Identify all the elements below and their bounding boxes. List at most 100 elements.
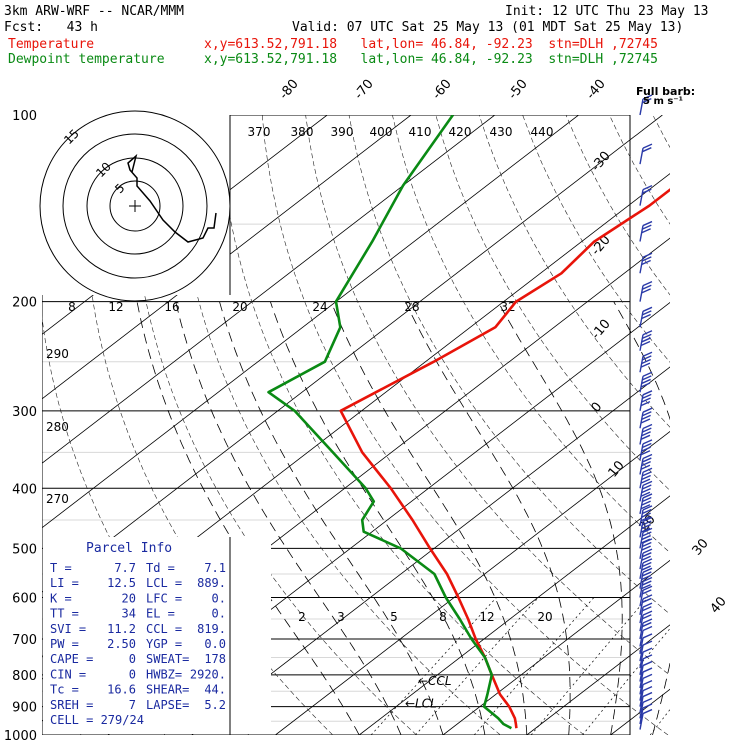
parcel-row-value2: 2920. <box>190 667 226 681</box>
wind-barb-flag <box>641 555 651 561</box>
wind-barb-flag <box>642 589 652 595</box>
pressure-label: 700 <box>12 633 37 648</box>
isotherm-label: -40 <box>584 77 609 103</box>
wind-barb <box>639 516 653 538</box>
wind-barb-flag <box>642 407 653 413</box>
wind-barb-flag <box>641 397 651 403</box>
isotherm-label: -70 <box>352 77 377 103</box>
wind-barb-flag <box>642 280 653 287</box>
isotherm-label: -80 <box>277 77 302 103</box>
wind-barb-flag <box>642 480 653 487</box>
wind-barb-staff <box>639 713 644 730</box>
wind-barb-staff <box>639 394 644 411</box>
wind-barb-flag <box>642 618 653 624</box>
isotherm-line <box>526 624 670 735</box>
dry-adiabat-label: 270 <box>46 492 69 506</box>
wind-barb-flag <box>640 418 651 424</box>
wind-barb-staff <box>639 147 644 165</box>
wind-barb-flag <box>642 453 653 460</box>
wind-barb-flag <box>640 478 651 484</box>
parcel-row-label2: CCL = <box>146 622 182 636</box>
wind-barb-flag <box>642 602 653 608</box>
isotherm-label: -60 <box>430 77 455 103</box>
wind-barb-flag <box>641 378 651 385</box>
isotherm-line <box>191 366 670 735</box>
wind-barb-flag <box>642 633 653 639</box>
wind-barb <box>639 351 653 373</box>
wind-barb-flag <box>642 660 653 667</box>
wind-barb-flag <box>642 184 653 191</box>
barb-legend-line1: Full barb: <box>636 85 695 98</box>
wind-barb-flag <box>642 284 652 290</box>
wind-barb-flag <box>642 330 653 336</box>
pressure-label: 200 <box>12 296 37 311</box>
isotherm-line <box>42 115 579 529</box>
wind-barb-staff <box>639 542 644 560</box>
parcel-row-label: T = <box>50 561 72 575</box>
wind-barb-staff <box>639 598 644 615</box>
isotherm-line <box>275 430 670 735</box>
wind-barb-flag <box>640 450 651 456</box>
wind-barb-flag <box>641 487 651 494</box>
dry-adiabat-line <box>522 115 670 363</box>
dry-adiabat-line <box>261 115 669 735</box>
wind-barb-flag <box>640 538 651 544</box>
wind-barb <box>639 667 653 689</box>
wind-barb-flag <box>641 565 651 571</box>
parcel-row-label2: LCL = <box>146 576 182 590</box>
parcel-row-label: CAPE = <box>50 652 93 666</box>
wind-barb-flag <box>642 679 653 686</box>
temperature-location: x,y=613.52,791.18 lat,lon= 46.84, -92.23… <box>204 37 658 52</box>
wind-barb-staff <box>639 581 644 598</box>
wind-barb-flag <box>642 516 653 523</box>
wind-barb-flag <box>641 461 651 467</box>
wind-barb <box>639 625 653 647</box>
wind-barb-flag <box>642 467 653 473</box>
wind-barb-staff <box>639 334 644 351</box>
mixing-ratio-label: 3 <box>337 610 345 624</box>
wind-barb-flag <box>642 606 652 612</box>
wind-barb-staff <box>639 637 644 655</box>
wind-barb-flag <box>640 527 651 533</box>
pressure-label: 400 <box>12 482 37 497</box>
wind-barb-flag <box>641 288 651 294</box>
wind-barb-flag <box>641 545 651 551</box>
wind-barb-staff <box>639 702 644 719</box>
wind-barb-staff <box>639 707 644 725</box>
hodo-ring-20 <box>39 110 231 302</box>
wind-barb-staff <box>639 622 644 640</box>
level-marker-ccl: ←CCL <box>418 674 452 688</box>
wind-barb-flag <box>642 625 653 632</box>
wind-barb-staff <box>639 285 644 302</box>
parcel-row-value2: 7.1 <box>204 561 226 575</box>
dry-adiabat-line <box>696 115 740 735</box>
theta-label: 380 <box>291 125 314 139</box>
wind-barb-staff <box>639 497 644 515</box>
wind-barb-staff <box>639 615 644 632</box>
parcel-row-label2: SWEAT= <box>146 652 189 666</box>
wind-barb <box>639 576 653 598</box>
forecast-hour: Fcst: 43 h <box>4 20 98 35</box>
wind-barb-flag <box>642 423 653 430</box>
wind-barb-flag <box>641 584 651 590</box>
wind-barb-flag <box>642 621 652 628</box>
dry-adiabat-line <box>435 115 670 491</box>
hodo-trace <box>127 153 217 243</box>
parcel-row-value: 12.5 <box>107 576 136 590</box>
wind-barb <box>639 673 653 695</box>
parcel-row-value2: 178 <box>204 652 226 666</box>
wind-barb <box>639 567 653 589</box>
theta-label: 370 <box>248 125 271 139</box>
wind-barb-flag <box>641 259 651 266</box>
wind-barb-flag <box>642 390 653 396</box>
temperature-legend: Temperature <box>8 37 95 52</box>
wind-barb-staff <box>639 412 644 429</box>
dry-adiabat-line <box>175 115 501 735</box>
wind-barb-staff <box>639 562 644 580</box>
dry-adiabat-line <box>392 115 670 554</box>
wind-barb-staff <box>639 690 644 707</box>
isotherm-line <box>42 115 412 400</box>
wind-barb-flag <box>642 548 653 554</box>
wind-barb-flag <box>642 576 653 583</box>
wind-barb-flag <box>642 94 653 100</box>
